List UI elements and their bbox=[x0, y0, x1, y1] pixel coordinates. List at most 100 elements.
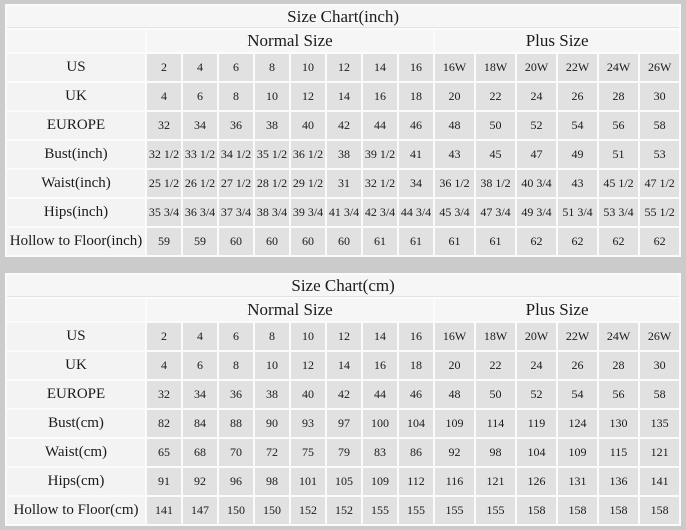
size-value-cell: 53 bbox=[640, 141, 680, 168]
size-value-cell: 26W bbox=[640, 54, 680, 81]
size-value-cell: 8 bbox=[255, 54, 289, 81]
size-value-cell: 62 bbox=[640, 228, 680, 255]
size-value-cell: 61 bbox=[435, 228, 474, 255]
size-value-cell: 60 bbox=[219, 228, 253, 255]
size-value-cell: 22 bbox=[476, 352, 515, 379]
plus-size-header: Plus Size bbox=[435, 30, 680, 52]
size-value-cell: 20 bbox=[435, 352, 474, 379]
size-value-cell: 101 bbox=[291, 468, 325, 495]
size-value-cell: 6 bbox=[183, 83, 217, 110]
size-value-cell: 155 bbox=[363, 497, 397, 524]
size-value-cell: 51 bbox=[599, 141, 638, 168]
size-value-cell: 6 bbox=[183, 352, 217, 379]
size-value-cell: 50 bbox=[476, 112, 515, 139]
size-value-cell: 10 bbox=[291, 323, 325, 350]
size-value-cell: 112 bbox=[399, 468, 433, 495]
size-value-cell: 100 bbox=[363, 410, 397, 437]
size-value-cell: 130 bbox=[599, 410, 638, 437]
size-value-cell: 43 bbox=[435, 141, 474, 168]
size-value-cell: 45 bbox=[476, 141, 515, 168]
size-value-cell: 33 1/2 bbox=[183, 141, 217, 168]
size-value-cell: 109 bbox=[435, 410, 474, 437]
size-value-cell: 38 3/4 bbox=[255, 199, 289, 226]
row-label: EUROPE bbox=[7, 381, 145, 408]
size-value-cell: 26 bbox=[558, 83, 597, 110]
size-value-cell: 28 bbox=[599, 83, 638, 110]
size-value-cell: 46 bbox=[399, 112, 433, 139]
size-value-cell: 26W bbox=[640, 323, 680, 350]
size-value-cell: 72 bbox=[255, 439, 289, 466]
table-row: US 2 4 6 8 10 12 14 16 16W 18W 20W 22W 24W 26W bbox=[7, 323, 680, 350]
size-value-cell: 8 bbox=[255, 323, 289, 350]
size-value-cell: 98 bbox=[476, 439, 515, 466]
size-value-cell: 2 bbox=[147, 323, 181, 350]
size-value-cell: 155 bbox=[435, 497, 474, 524]
row-label: Bust(inch) bbox=[7, 141, 145, 168]
size-value-cell: 35 3/4 bbox=[147, 199, 181, 226]
size-value-cell: 62 bbox=[517, 228, 556, 255]
size-value-cell: 147 bbox=[183, 497, 217, 524]
table-row: Hips(cm) 91 92 96 98 101 105 109 112 116 121 126 131… bbox=[7, 468, 680, 495]
size-value-cell: 58 bbox=[640, 112, 680, 139]
size-value-cell: 158 bbox=[640, 497, 680, 524]
corner-cell bbox=[7, 30, 145, 52]
size-value-cell: 51 3/4 bbox=[558, 199, 597, 226]
size-value-cell: 14 bbox=[363, 323, 397, 350]
size-value-cell: 61 bbox=[476, 228, 515, 255]
size-value-cell: 58 bbox=[640, 381, 680, 408]
size-value-cell: 20W bbox=[517, 323, 556, 350]
size-value-cell: 2 bbox=[147, 54, 181, 81]
size-value-cell: 150 bbox=[255, 497, 289, 524]
size-value-cell: 75 bbox=[291, 439, 325, 466]
size-value-cell: 4 bbox=[147, 83, 181, 110]
size-value-cell: 114 bbox=[476, 410, 515, 437]
size-value-cell: 47 3/4 bbox=[476, 199, 515, 226]
size-value-cell: 136 bbox=[599, 468, 638, 495]
table-row: EUROPE 32 34 36 38 40 42 44 46 48 50 52 54 56 58 bbox=[7, 112, 680, 139]
size-value-cell: 22W bbox=[558, 323, 597, 350]
plus-size-header: Plus Size bbox=[435, 299, 680, 321]
size-value-cell: 86 bbox=[399, 439, 433, 466]
size-value-cell: 92 bbox=[183, 468, 217, 495]
size-value-cell: 44 bbox=[363, 381, 397, 408]
size-value-cell: 41 3/4 bbox=[327, 199, 361, 226]
size-value-cell: 12 bbox=[291, 83, 325, 110]
size-value-cell: 18W bbox=[476, 323, 515, 350]
size-value-cell: 121 bbox=[476, 468, 515, 495]
size-value-cell: 91 bbox=[147, 468, 181, 495]
table-title-row: Size Chart(cm) bbox=[7, 275, 680, 297]
table-row: Hollow to Floor(inch) 59 59 60 60 60 60 61 61 61 6… bbox=[7, 228, 680, 255]
size-value-cell: 53 3/4 bbox=[599, 199, 638, 226]
normal-size-header: Normal Size bbox=[147, 30, 433, 52]
size-value-cell: 12 bbox=[327, 54, 361, 81]
size-value-cell: 60 bbox=[291, 228, 325, 255]
size-value-cell: 131 bbox=[558, 468, 597, 495]
size-value-cell: 97 bbox=[327, 410, 361, 437]
size-value-cell: 26 bbox=[558, 352, 597, 379]
size-value-cell: 90 bbox=[255, 410, 289, 437]
size-value-cell: 36 1/2 bbox=[435, 170, 474, 197]
size-value-cell: 104 bbox=[517, 439, 556, 466]
size-value-cell: 79 bbox=[327, 439, 361, 466]
size-value-cell: 62 bbox=[599, 228, 638, 255]
size-value-cell: 39 3/4 bbox=[291, 199, 325, 226]
size-value-cell: 98 bbox=[255, 468, 289, 495]
row-label: Hollow to Floor(cm) bbox=[7, 497, 145, 524]
size-value-cell: 45 1/2 bbox=[599, 170, 638, 197]
size-value-cell: 26 1/2 bbox=[183, 170, 217, 197]
size-value-cell: 93 bbox=[291, 410, 325, 437]
row-label: Hips(cm) bbox=[7, 468, 145, 495]
size-value-cell: 24W bbox=[599, 54, 638, 81]
size-value-cell: 36 3/4 bbox=[183, 199, 217, 226]
size-value-cell: 92 bbox=[435, 439, 474, 466]
size-value-cell: 59 bbox=[147, 228, 181, 255]
size-value-cell: 29 1/2 bbox=[291, 170, 325, 197]
row-label: Hollow to Floor(inch) bbox=[7, 228, 145, 255]
size-value-cell: 155 bbox=[476, 497, 515, 524]
size-value-cell: 18W bbox=[476, 54, 515, 81]
size-value-cell: 6 bbox=[219, 323, 253, 350]
size-value-cell: 36 bbox=[219, 112, 253, 139]
size-value-cell: 14 bbox=[327, 83, 361, 110]
size-value-cell: 121 bbox=[640, 439, 680, 466]
